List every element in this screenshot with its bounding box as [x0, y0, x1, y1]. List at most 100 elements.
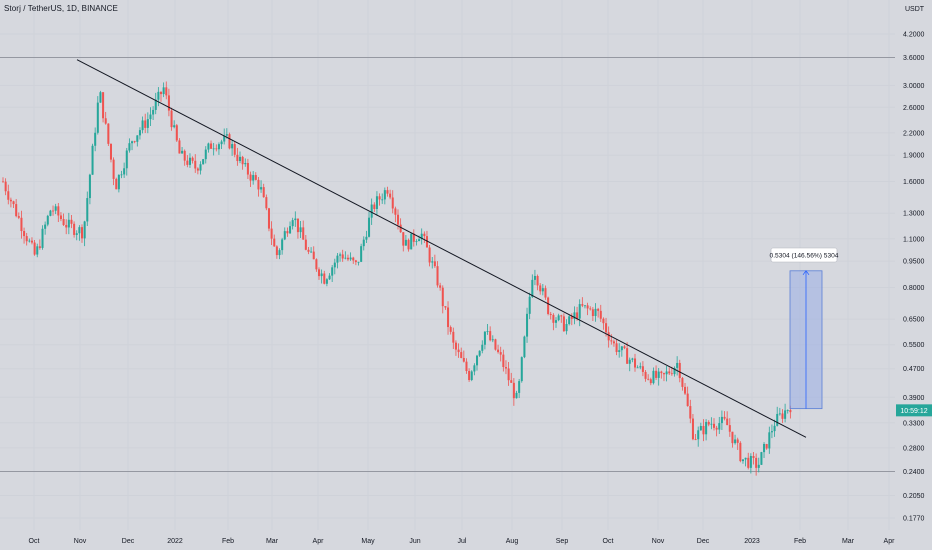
candle-body — [30, 240, 33, 243]
candle-body — [239, 156, 242, 162]
candle-body — [202, 159, 205, 165]
price-tick-label: 0.5500 — [903, 342, 925, 349]
candle-body — [241, 156, 244, 165]
candle-body — [755, 457, 758, 468]
candle-body — [760, 452, 763, 465]
candle-body — [526, 313, 529, 337]
candle-body — [59, 215, 62, 220]
candle-body — [410, 233, 413, 250]
candle-body — [302, 227, 305, 240]
time-tick-label: Mar — [266, 538, 279, 545]
candle-body — [676, 362, 679, 368]
candle-body — [91, 145, 94, 175]
candle-body — [102, 92, 105, 119]
trend-line — [76, 59, 807, 438]
price-axis-unit: USDT — [905, 6, 925, 13]
candle-body — [576, 312, 579, 319]
candle-body — [765, 444, 768, 449]
candle-body — [694, 439, 697, 441]
candle-body — [541, 288, 544, 292]
candle-body — [217, 144, 220, 150]
candle-body — [312, 251, 315, 260]
candle-body — [299, 227, 302, 233]
price-tick-label: 1.1000 — [903, 236, 925, 243]
candle-body — [362, 239, 365, 247]
time-tick-label: May — [361, 538, 375, 545]
candle-body — [199, 164, 202, 171]
candle-body — [399, 224, 402, 233]
candle-body — [389, 193, 392, 198]
candle-body — [378, 196, 381, 200]
measure-arrow-head — [802, 270, 810, 276]
candle-body — [586, 305, 589, 309]
candle-body — [265, 197, 268, 209]
candle-body — [734, 439, 737, 444]
candle-body — [781, 413, 784, 419]
time-axis[interactable]: Oct Nov Dec 2022 Feb Mar Apr May Jun Jul Aug Sep Oct… — [29, 538, 896, 545]
candle-body — [78, 227, 81, 234]
candle-body — [452, 331, 455, 343]
candle-body — [188, 157, 191, 165]
candle-body — [333, 262, 336, 268]
candle-body — [15, 204, 18, 217]
price-axis-background — [895, 0, 932, 550]
candle-body — [715, 427, 718, 430]
candle-body — [599, 310, 602, 319]
candle-body — [138, 130, 141, 136]
time-tick-label: Dec — [122, 538, 135, 545]
candle-body — [486, 331, 489, 332]
candle-body — [420, 233, 423, 240]
candle-body — [447, 307, 450, 328]
countdown-label: 10:59:12 — [900, 408, 927, 415]
candle-body — [560, 315, 563, 317]
candle-body — [568, 316, 571, 325]
price-tick-label: 0.2800 — [903, 445, 925, 452]
candle-body — [210, 143, 213, 149]
countdown-tag — [896, 404, 932, 417]
candle-body — [707, 421, 710, 425]
price-axis[interactable]: 4.2000 3.6000 3.0000 2.6000 2.2000 1.9000 1.60… — [896, 32, 932, 523]
candle-body — [647, 378, 650, 380]
candle-body — [578, 304, 581, 319]
candle-body — [310, 251, 313, 253]
candle-body — [109, 143, 112, 160]
candle-body — [267, 208, 270, 229]
candle-body — [478, 350, 481, 356]
price-tick-label: 0.2400 — [903, 469, 925, 476]
candle-body — [52, 210, 55, 212]
candle-body — [149, 114, 152, 120]
candle-body — [425, 236, 428, 248]
candle-body — [523, 336, 526, 358]
candle-body — [257, 179, 260, 190]
candle-body — [360, 246, 363, 262]
candle-body — [655, 370, 658, 378]
candle-body — [628, 359, 631, 364]
candle-body — [162, 87, 165, 95]
candle-body — [304, 239, 307, 250]
candle-body — [83, 221, 86, 239]
candle-body — [497, 349, 500, 353]
candle-body — [9, 199, 12, 202]
candle-body — [465, 361, 468, 371]
candle-body — [776, 413, 779, 426]
candle-body — [618, 350, 621, 352]
candle-body — [328, 275, 331, 280]
candle-body — [260, 187, 263, 190]
time-tick-label: Mar — [842, 538, 855, 545]
candle-body — [705, 421, 708, 435]
candle-body — [689, 406, 692, 419]
candle-body — [747, 457, 750, 468]
candle-body — [394, 208, 397, 215]
candle-body — [4, 181, 7, 192]
candle-body — [228, 134, 231, 149]
candle-body — [75, 233, 78, 235]
candle-body — [346, 257, 349, 260]
candle-body — [94, 132, 97, 146]
candle-body — [473, 365, 476, 372]
candle-body — [344, 257, 347, 259]
time-tick-label: Feb — [794, 538, 806, 545]
candle-body — [249, 174, 252, 181]
candle-body — [141, 120, 144, 131]
candle-body — [41, 228, 44, 248]
